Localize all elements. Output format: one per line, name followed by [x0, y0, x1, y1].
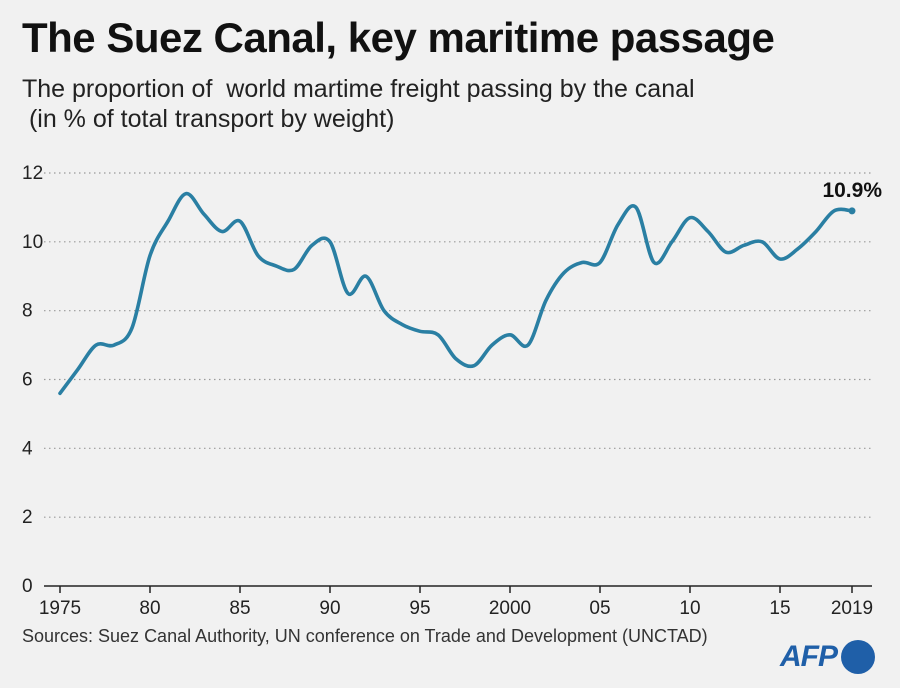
- source-note: Sources: Suez Canal Authority, UN confer…: [22, 626, 708, 646]
- y-tick-label: 4: [22, 438, 33, 459]
- annotation-label: 10.9%: [822, 179, 882, 202]
- y-tick-label: 10: [22, 232, 43, 253]
- chart-subtitle: The proportion of world martime freight …: [22, 74, 695, 134]
- y-tick-label: 12: [22, 163, 43, 184]
- x-tick-label: 1975: [39, 598, 81, 619]
- x-tick-label: 85: [229, 598, 250, 619]
- y-tick-label: 2: [22, 507, 33, 528]
- x-tick-label: 10: [679, 598, 700, 619]
- x-tick-label: 80: [139, 598, 160, 619]
- x-tick-label: 2019: [831, 598, 873, 619]
- x-tick-label: 15: [769, 598, 790, 619]
- x-tick-label: 95: [409, 598, 430, 619]
- x-tick-label: 05: [589, 598, 610, 619]
- series-line: [58, 191, 854, 396]
- logo-text: AFP: [780, 640, 838, 673]
- y-tick-label: 6: [22, 370, 33, 391]
- y-tick-label: 0: [22, 576, 33, 597]
- y-tick-label: 8: [22, 301, 33, 322]
- subtitle-line-2: (in % of total transport by weight): [22, 105, 395, 133]
- logo-dot-icon: [841, 640, 875, 674]
- chart-title: The Suez Canal, key maritime passage: [22, 14, 775, 61]
- x-tick-label: 90: [319, 598, 340, 619]
- subtitle-line-1: The proportion of world martime freight …: [22, 75, 695, 103]
- x-tick-label: 2000: [489, 598, 531, 619]
- afp-logo: AFP: [780, 640, 875, 674]
- end-point-marker: [848, 207, 856, 215]
